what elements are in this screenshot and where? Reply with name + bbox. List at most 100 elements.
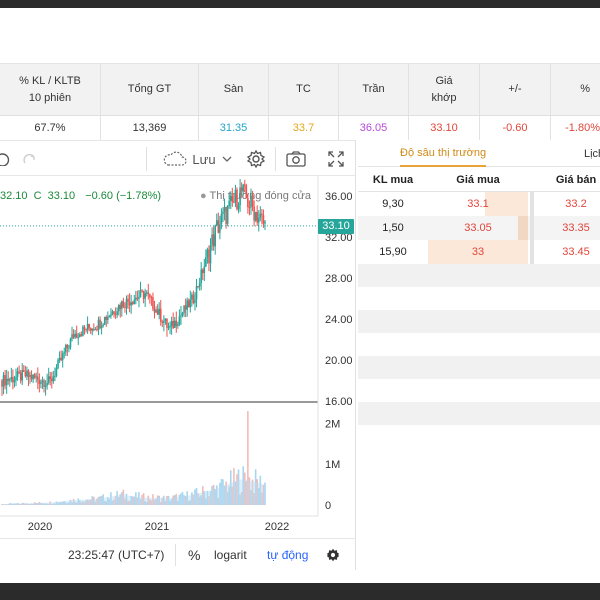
save-button[interactable]: Lưu	[156, 141, 238, 177]
price-tick-label: 20.00	[325, 355, 353, 367]
volume-bar	[147, 495, 150, 505]
candle-body	[86, 323, 89, 331]
volume-bar	[166, 495, 168, 505]
candle-body	[231, 196, 234, 202]
volume-bar	[26, 503, 28, 505]
volume-bar	[74, 501, 76, 505]
candle-body	[124, 306, 126, 308]
candle-body	[247, 198, 249, 208]
candle-body	[47, 376, 50, 383]
tab-history[interactable]: Lịch	[584, 147, 600, 160]
candle-body	[32, 374, 34, 380]
volume-bar	[122, 489, 125, 505]
value-change: -0.60	[480, 116, 551, 141]
chart-settings-button[interactable]	[242, 141, 270, 177]
time-tick-label: 2021	[145, 521, 169, 533]
candle-body	[211, 234, 213, 246]
candle-body	[66, 345, 69, 348]
volume-bar	[99, 496, 101, 505]
volume-bar	[105, 501, 108, 505]
candle-body	[80, 334, 83, 336]
volume-bar	[250, 490, 252, 505]
candle-body	[68, 347, 70, 349]
volume-bar	[79, 500, 81, 505]
candle-body	[155, 309, 157, 313]
volume-bar	[111, 500, 114, 505]
redo-button[interactable]	[20, 141, 40, 177]
tab-market-depth[interactable]: Độ sâu thị trường	[400, 140, 487, 167]
candle-body	[264, 221, 266, 224]
candle-body	[1, 380, 3, 387]
candle-body	[74, 333, 76, 338]
volume-bar	[150, 500, 153, 505]
volume-bar	[38, 501, 41, 505]
volume-bar	[110, 492, 112, 505]
candle-body	[55, 368, 58, 376]
candle-body	[229, 196, 232, 201]
volume-bar	[187, 501, 190, 505]
bid-volume: 15,90	[379, 246, 407, 258]
candle-body	[144, 293, 146, 299]
fullscreen-button[interactable]	[322, 141, 350, 177]
volume-bar	[195, 488, 198, 505]
candle-body	[239, 187, 241, 206]
candle-body	[161, 321, 164, 323]
volume-bar	[233, 468, 235, 505]
candle-body	[46, 382, 48, 386]
volume-bar	[127, 500, 129, 505]
auto-scale-toggle[interactable]: tự động	[267, 548, 309, 562]
candle-body	[2, 375, 5, 387]
log-scale-toggle[interactable]: logarit	[214, 548, 247, 562]
header-bid-price: Giá mua	[456, 173, 500, 186]
candle-body	[10, 376, 13, 380]
candle-body	[105, 316, 108, 320]
order-book-header: KL mua Giá mua Giá bán	[358, 167, 600, 192]
candle-body	[225, 206, 227, 224]
candle-body	[27, 370, 30, 377]
volume-bar	[186, 491, 188, 505]
scale-settings-button[interactable]	[326, 539, 340, 571]
candle-body	[88, 323, 90, 329]
volume-bar	[247, 411, 249, 505]
screenshot-button[interactable]	[282, 141, 310, 177]
volume-bar	[152, 494, 154, 505]
current-price-tag: 33.10	[318, 218, 354, 234]
volume-bar	[131, 496, 134, 505]
volume-bar	[226, 492, 229, 505]
price-tick-label: 28.00	[325, 273, 353, 285]
candle-body	[262, 215, 265, 224]
volume-bar	[57, 502, 59, 505]
volume-bar	[211, 485, 213, 505]
candle-body	[40, 381, 42, 384]
percent-scale-toggle[interactable]: %	[188, 547, 201, 563]
candle-body	[82, 326, 84, 336]
value-match-price: 33.10	[409, 116, 480, 141]
undo-button[interactable]	[0, 141, 12, 177]
candle-body	[228, 200, 231, 206]
candle-body	[107, 316, 109, 320]
candle-body	[259, 213, 262, 219]
candle-body	[38, 379, 41, 384]
value-change-pct: -1.80%	[565, 122, 600, 134]
candle-body	[147, 292, 150, 295]
volume-bar	[261, 492, 263, 505]
candle-body	[181, 312, 184, 315]
volume-bar	[135, 492, 137, 505]
volume-bar	[71, 502, 73, 505]
volume-bar	[133, 496, 136, 505]
volume-bar	[108, 499, 111, 505]
volume-bar	[206, 490, 209, 505]
volume-bar	[24, 503, 27, 505]
chart-toolbar: Lưu	[0, 140, 356, 176]
candle-body	[57, 360, 59, 369]
volume-bar	[58, 502, 61, 505]
candle-body	[13, 379, 16, 383]
empty-row	[358, 264, 600, 287]
candle-body	[250, 195, 252, 208]
candle-body	[177, 324, 179, 326]
volume-bar	[55, 501, 58, 505]
price-chart[interactable]: 36.00 32.00 28.00 24.00 20.00 16.00 2M 1M 0 2020 2…	[0, 176, 356, 538]
volume-bar	[83, 502, 86, 505]
header-reference: TC	[269, 64, 339, 115]
bid-volume: 1,50	[382, 222, 404, 234]
